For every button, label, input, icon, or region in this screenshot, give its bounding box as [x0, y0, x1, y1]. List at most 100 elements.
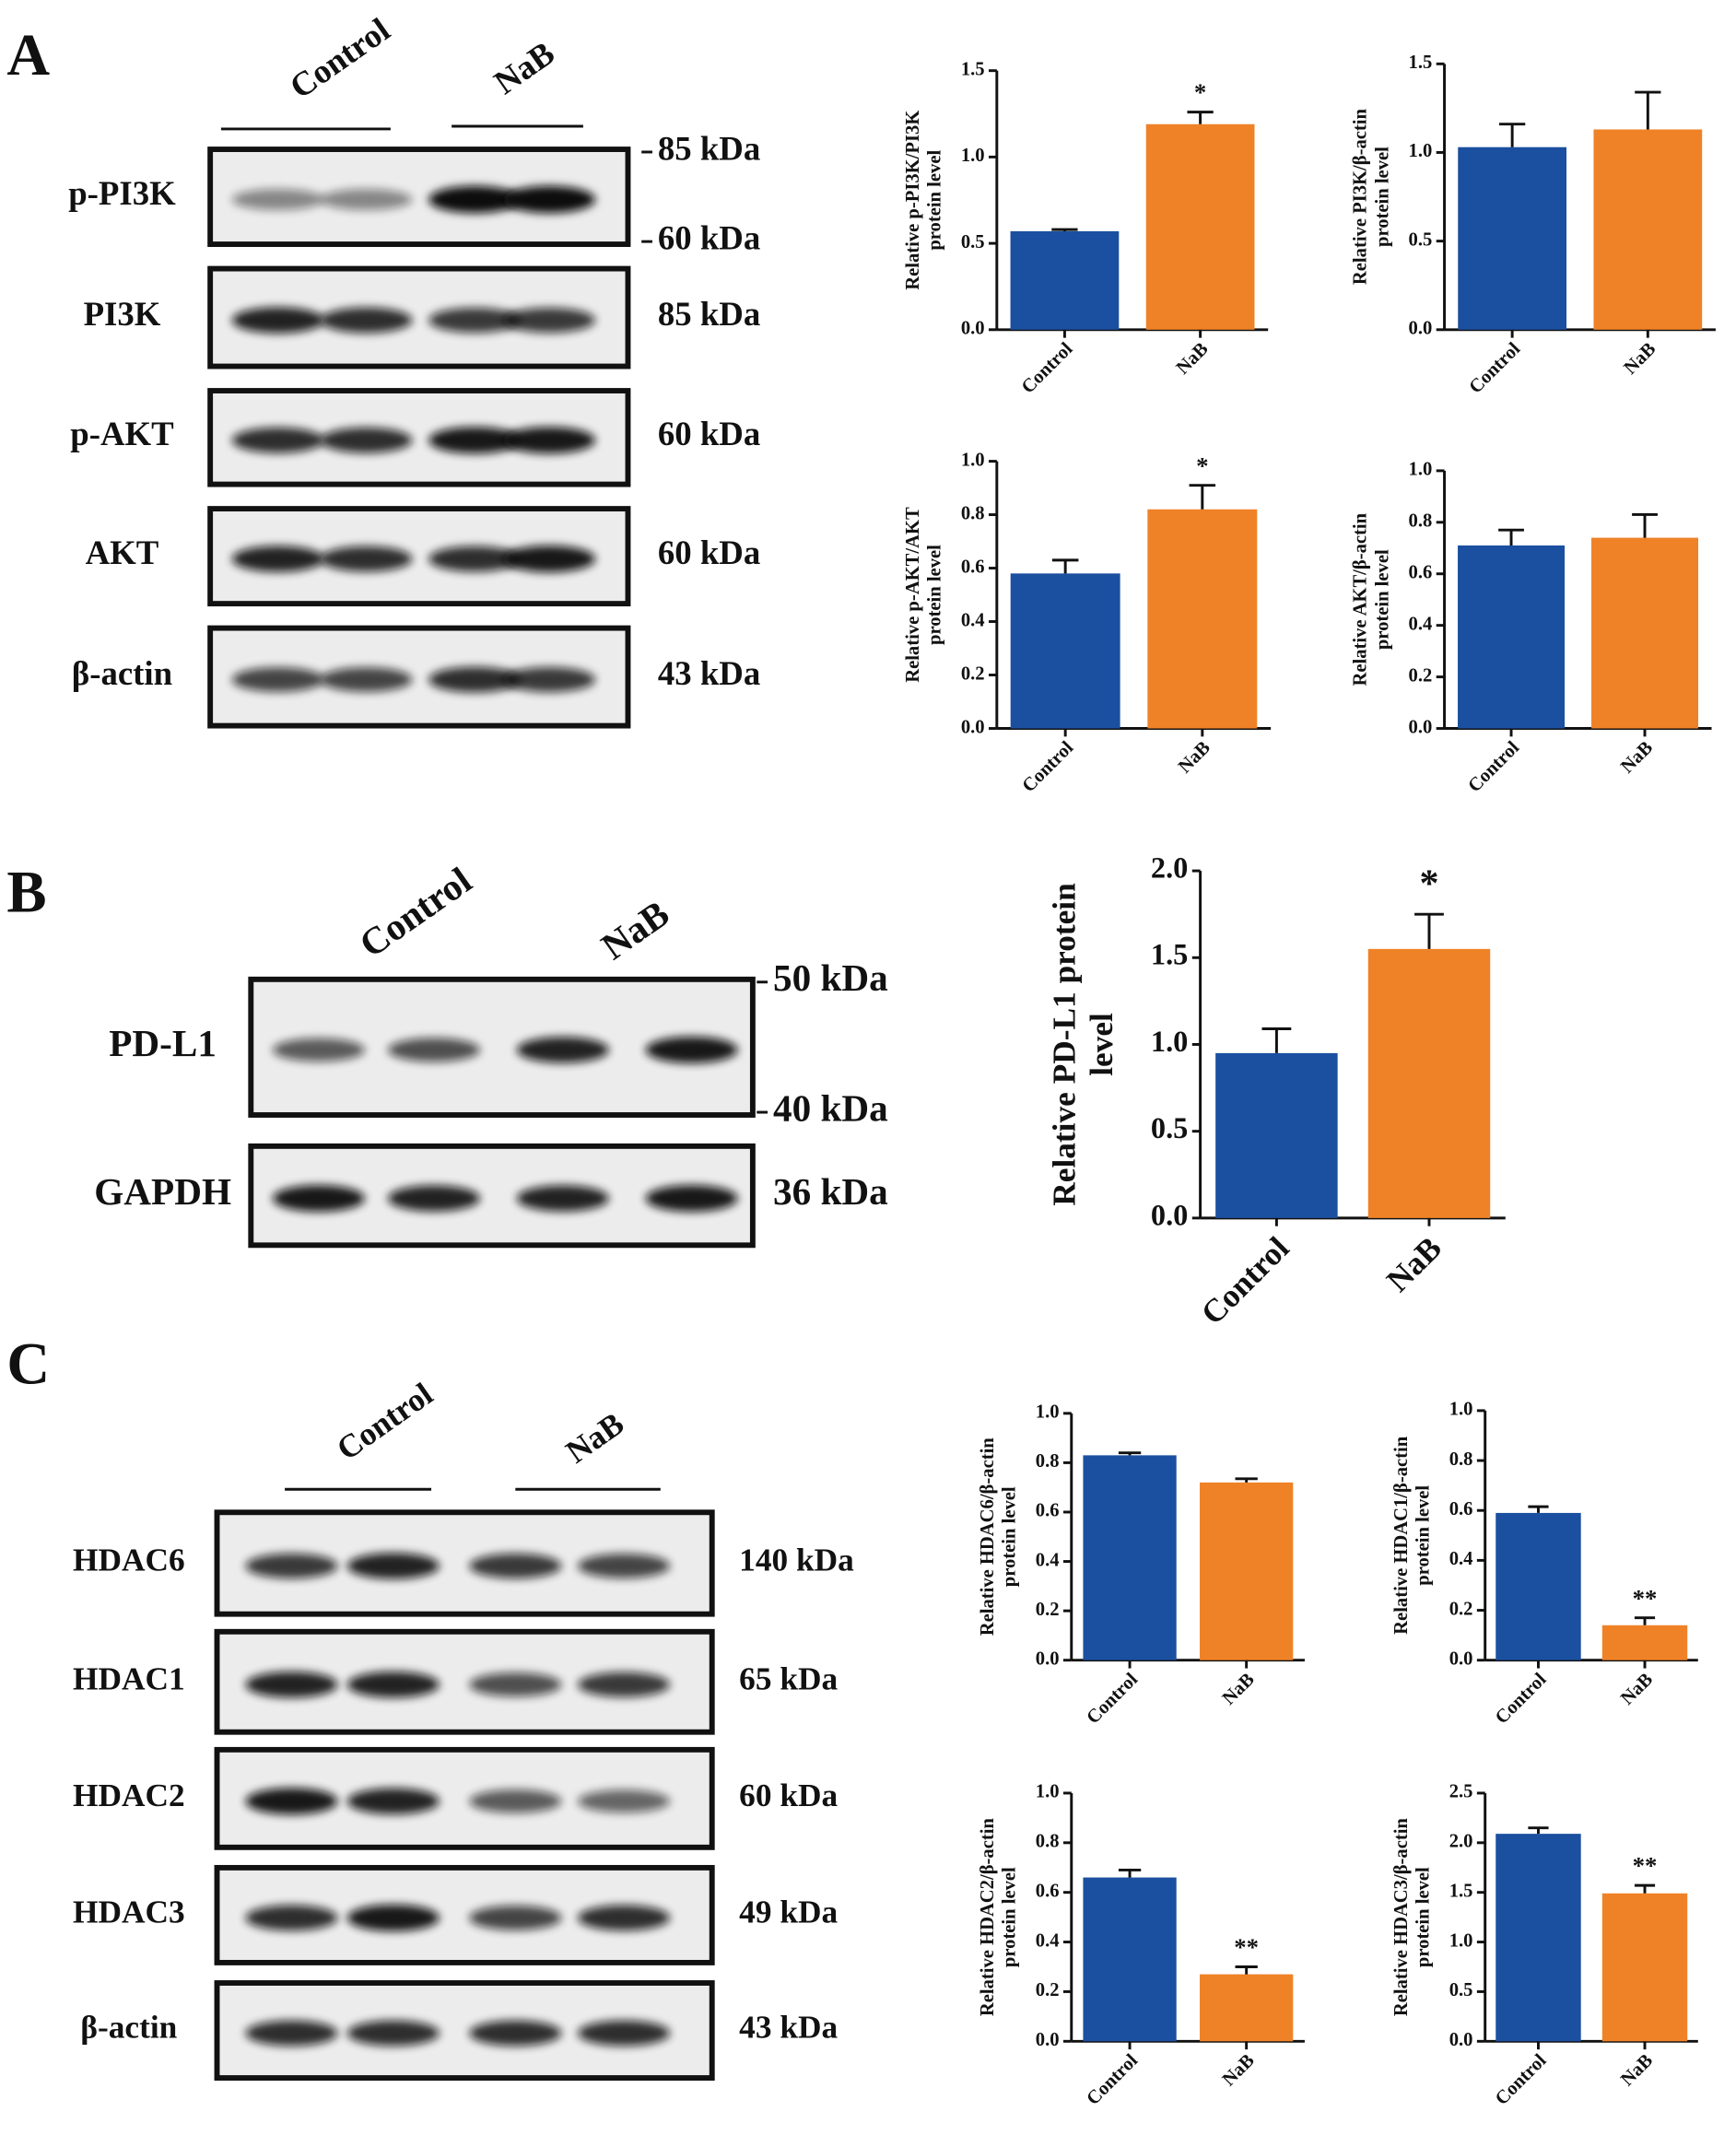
significance: *: [1196, 452, 1208, 479]
bar: [1200, 1974, 1294, 2042]
error-bar: [1187, 111, 1214, 124]
bar: [1083, 1877, 1177, 2042]
error-bar: [1499, 123, 1526, 147]
y-tick-label: 0.5: [1151, 1112, 1188, 1145]
blot-band: [428, 307, 522, 334]
y-tick-label: 0.2: [1409, 665, 1433, 686]
y-tick-label: 0.6: [1449, 1499, 1473, 1519]
x-tick-label: Control: [1083, 2050, 1142, 2109]
blot-band: [346, 1553, 440, 1579]
blot-band: [578, 2020, 671, 2047]
blot-band: [245, 1905, 338, 1931]
y-tick-label: 1.5: [1151, 939, 1188, 972]
y-axis-label: Relative PI3K/β-actin: [1351, 109, 1371, 286]
bar: [1601, 1893, 1688, 2042]
error-bar: [1498, 528, 1524, 545]
y-tick-label: 1.5: [961, 59, 985, 79]
blot-label: HDAC3: [73, 1895, 185, 1930]
y-tick-label: 1.0: [1449, 1400, 1473, 1420]
y-tick-label: 0.8: [1449, 1449, 1473, 1470]
bar: [1010, 230, 1120, 330]
blot-band: [346, 1904, 440, 1931]
y-tick-label: 0.8: [1036, 1832, 1060, 1852]
y-tick-label: 0.6: [1036, 1881, 1060, 1901]
y-tick-label: 0.5: [961, 232, 985, 252]
blot-band: [245, 2020, 338, 2047]
kda-marker: 49 kDa: [739, 1895, 838, 1930]
y-tick-label: 0.2: [1036, 1600, 1060, 1620]
y-tick-label: 0.0: [1449, 1648, 1473, 1669]
error-bar: [1635, 90, 1661, 130]
blot-label: HDAC2: [73, 1777, 185, 1813]
blot-band: [320, 667, 413, 692]
blot-band: [503, 307, 596, 334]
bar: [1496, 1834, 1581, 2042]
y-axis-label: Relative HDAC2/β-actin: [978, 1818, 998, 2017]
blot-band: [578, 1789, 671, 1813]
kda-marker: 85 kDa: [658, 129, 760, 167]
x-tick-label: NaB: [1219, 2050, 1259, 2090]
group-label: NaB: [593, 892, 676, 968]
blot-band: [245, 1553, 338, 1578]
blot-band: [428, 185, 522, 214]
blot-band: [516, 1037, 609, 1063]
y-tick-label: 0.0: [1036, 1648, 1060, 1669]
error-bar: [1051, 228, 1078, 231]
error-bar: [1528, 1826, 1549, 1835]
y-tick-label: 0.0: [961, 717, 985, 737]
blot-label: β-actin: [72, 654, 172, 692]
blot-band: [469, 2020, 562, 2047]
x-tick-label: NaB: [1219, 1669, 1259, 1708]
error-bar: [1634, 1883, 1656, 1894]
error-bar: [1235, 1477, 1258, 1483]
y-tick-label: 0.0: [1449, 2030, 1473, 2050]
y-axis-label: protein level: [1413, 1485, 1433, 1586]
y-tick-label: 0.8: [961, 503, 985, 523]
kda-marker: 60 kDa: [658, 534, 760, 571]
group-label: Control: [283, 10, 396, 106]
x-tick-label: Control: [1018, 338, 1077, 397]
y-tick-label: 1.0: [1449, 1930, 1473, 1951]
x-tick-label: NaB: [1175, 737, 1214, 777]
x-tick-label: Control: [1492, 2050, 1551, 2109]
y-tick-label: 0.6: [961, 557, 985, 577]
blot-band: [503, 545, 596, 572]
kda-marker: 40 kDa: [773, 1087, 888, 1130]
y-tick-label: 0.4: [1449, 1549, 1473, 1569]
error-bar: [1634, 1616, 1656, 1625]
y-tick-label: 1.0: [961, 146, 985, 166]
y-axis-label: Relative p-AKT/AKT: [903, 507, 923, 683]
significance: **: [1633, 1584, 1658, 1612]
bar: [1215, 1052, 1338, 1218]
error-bar: [1261, 1027, 1292, 1053]
kda-marker: 60 kDa: [739, 1777, 838, 1813]
y-tick-label: 0.4: [1409, 614, 1433, 634]
group-label: Control: [330, 1376, 439, 1467]
kda-marker: 50 kDa: [773, 956, 888, 999]
kda-marker: 43 kDa: [658, 654, 760, 692]
blot-band: [346, 1788, 440, 1814]
panel-letter: A: [6, 22, 50, 88]
bar: [1496, 1512, 1581, 1660]
blot-label: p-PI3K: [68, 174, 176, 212]
error-bar: [1118, 1868, 1142, 1878]
group-label: Control: [352, 859, 479, 966]
group-label: NaB: [559, 1405, 630, 1470]
blot-band: [428, 666, 522, 693]
kda-marker: 36 kDa: [773, 1170, 888, 1213]
y-tick-label: 2.0: [1151, 852, 1188, 886]
y-axis-label: protein level: [1372, 549, 1392, 650]
blot-label: PI3K: [84, 295, 161, 333]
bar: [1367, 948, 1491, 1218]
y-tick-label: 0.0: [1409, 319, 1433, 339]
blot-band: [346, 1672, 440, 1698]
y-tick-label: 1.0: [1151, 1026, 1188, 1059]
y-axis-label: level: [1084, 1013, 1120, 1076]
kda-marker: 85 kDa: [658, 295, 760, 333]
kda-marker: 60 kDa: [658, 219, 760, 257]
blot-band: [346, 2020, 440, 2047]
bar: [1010, 573, 1120, 729]
x-tick-label: Control: [1465, 338, 1524, 397]
y-axis-label: Relative HDAC3/β-actin: [1391, 1818, 1412, 2017]
